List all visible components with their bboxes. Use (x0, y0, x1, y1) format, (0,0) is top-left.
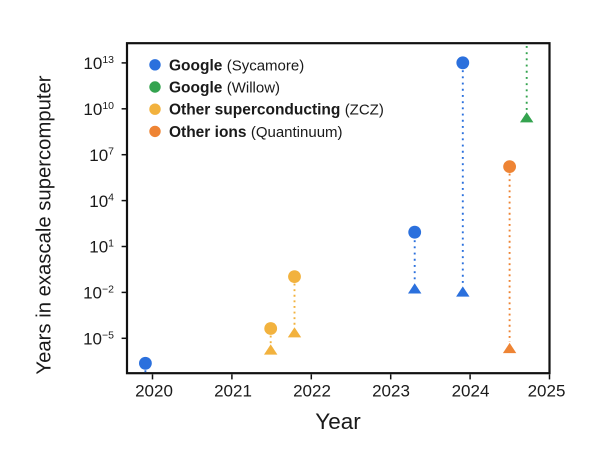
svg-text:Other ions (Quantinuum): Other ions (Quantinuum) (169, 124, 343, 141)
svg-text:Other superconducting (ZCZ): Other superconducting (ZCZ) (169, 102, 384, 119)
svg-text:2025: 2025 (528, 382, 566, 401)
svg-text:Years in exascale supercompute: Years in exascale supercomputer (34, 75, 56, 374)
svg-text:2020: 2020 (135, 382, 173, 401)
svg-text:101: 101 (89, 238, 114, 257)
svg-text:104: 104 (89, 192, 114, 211)
svg-text:Google (Sycamore): Google (Sycamore) (169, 57, 304, 74)
svg-text:Year: Year (315, 409, 361, 434)
svg-text:Google (Willow): Google (Willow) (169, 80, 280, 97)
svg-text:2022: 2022 (293, 382, 331, 401)
svg-text:2024: 2024 (452, 382, 490, 401)
svg-text:2023: 2023 (372, 382, 410, 401)
svg-text:2021: 2021 (214, 382, 252, 401)
svg-text:107: 107 (89, 146, 114, 165)
